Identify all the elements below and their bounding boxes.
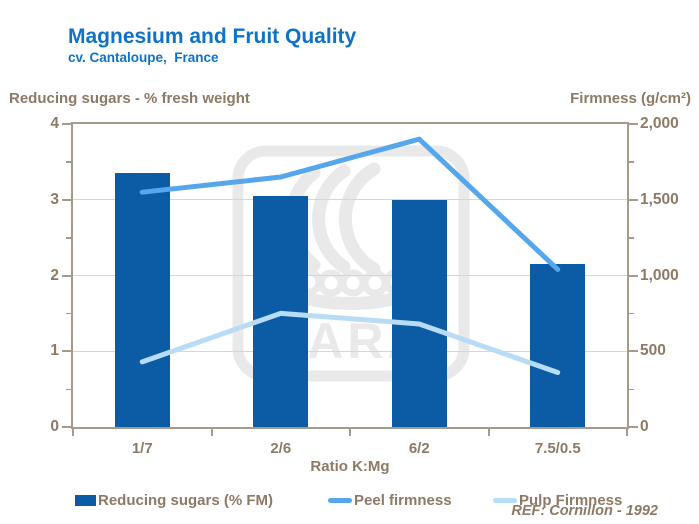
- left-axis-title: Reducing sugars - % fresh weight: [9, 90, 250, 107]
- x-tick: [626, 429, 628, 436]
- plot-frame: [71, 122, 629, 429]
- y-major-tick-right: [629, 274, 638, 277]
- bar-7.5/0.5: [530, 264, 586, 427]
- y-tick-label-right: 1,500: [640, 190, 679, 208]
- y-tick-label-left: 2: [50, 266, 59, 284]
- x-axis-title: Ratio K:Mg: [310, 458, 390, 475]
- y-minor-tick-right: [629, 161, 634, 163]
- y-major-tick-left: [62, 350, 71, 353]
- y-minor-tick-left: [66, 312, 71, 315]
- y-tick-label-right: 0: [640, 418, 649, 435]
- legend-label: Reducing sugars (% FM): [98, 491, 274, 509]
- y-tick-label-right: 500: [640, 342, 666, 360]
- x-tick-label-2/6: 2/6: [270, 440, 292, 457]
- y-major-tick-left: [62, 198, 71, 201]
- y-tick-label-left: 3: [50, 190, 59, 208]
- y-major-tick-left: [62, 274, 71, 277]
- x-tick-label-1/7: 1/7: [131, 440, 153, 457]
- gridline: [73, 199, 627, 201]
- y-minor-tick-right: [629, 237, 634, 239]
- line-series-layer: [139, 136, 561, 375]
- legend-swatch-pulp-line: [493, 497, 517, 503]
- y-major-tick-left: [62, 426, 71, 428]
- x-tick: [349, 429, 351, 436]
- y-tick-label-left: 1: [50, 342, 59, 360]
- y-tick-label-right: 1,000: [640, 266, 679, 284]
- pulp-firmness-line: [139, 310, 561, 375]
- peel-firmness-line: [139, 136, 561, 272]
- x-tick-label-7.5/0.5: 7.5/0.5: [534, 440, 581, 457]
- y-major-tick-right: [629, 350, 638, 353]
- legend-item-pulp-firmness: Pulp Firmness: [493, 491, 622, 509]
- legend-item-peel-firmness: Peel firmness: [328, 491, 452, 509]
- y-minor-tick-left: [66, 161, 71, 163]
- y-minor-tick-right: [629, 312, 634, 315]
- plot-area: YARA 0 0 1 500 2 1,000 3 1,500 4 2,000 1/7 2/6 6/2 7.…: [50, 115, 678, 457]
- legend-label: Peel firmness: [354, 491, 452, 509]
- gridline: [73, 275, 627, 276]
- reference-note: REF: Cornillon - 1992: [511, 503, 658, 519]
- y-minor-tick-left: [66, 388, 71, 391]
- y-major-tick-right: [629, 426, 638, 428]
- watermark-frame: [232, 145, 470, 382]
- y-tick-label-right: 2,000: [640, 115, 679, 132]
- right-axis-title: Firmness (g/cm²): [570, 90, 691, 107]
- legend-label: Pulp Firmness: [519, 491, 623, 509]
- y-major-tick-right: [629, 198, 638, 201]
- legend-swatch-peel-line: [328, 497, 352, 503]
- y-major-tick-right: [629, 123, 638, 125]
- gridline: [73, 350, 627, 352]
- chart-title: Magnesium and Fruit Quality: [68, 25, 357, 48]
- y-tick-label-left: 4: [50, 115, 59, 132]
- y-tick-label-left: 0: [50, 418, 59, 435]
- y-major-tick-left: [62, 123, 71, 125]
- x-tick: [487, 429, 490, 436]
- x-tick-label-6/2: 6/2: [408, 440, 430, 457]
- chart-subtitle: cv. Cantaloupe, France: [68, 50, 219, 65]
- y-minor-tick-left: [66, 237, 71, 239]
- x-tick: [210, 429, 213, 436]
- legend-item-reducing-sugars: Reducing sugars (% FM): [75, 491, 273, 509]
- legend-swatch-bar: [75, 494, 96, 506]
- y-minor-tick-right: [629, 388, 634, 391]
- bar-1/7: [114, 173, 170, 427]
- bar-6/2: [391, 199, 447, 427]
- x-tick: [72, 429, 74, 436]
